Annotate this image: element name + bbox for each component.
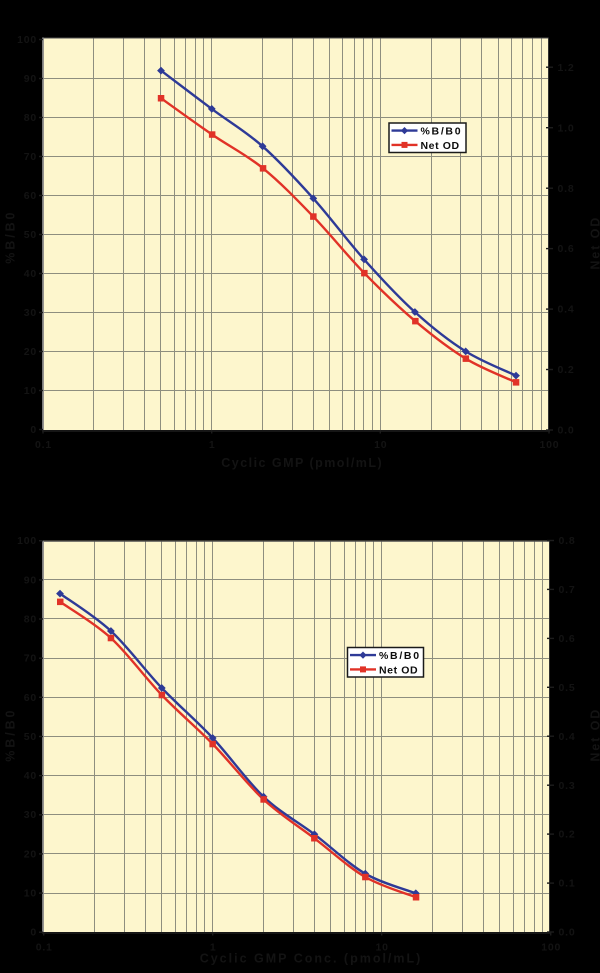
svg-text:0.2: 0.2 xyxy=(559,829,576,841)
svg-text:0.1: 0.1 xyxy=(559,878,576,890)
svg-text:40: 40 xyxy=(24,268,37,280)
svg-text:1: 1 xyxy=(210,942,217,954)
svg-text:10: 10 xyxy=(376,942,389,954)
svg-text:20: 20 xyxy=(24,848,37,860)
svg-text:0.0: 0.0 xyxy=(558,425,575,437)
svg-text:50: 50 xyxy=(24,731,37,743)
svg-text:1.2: 1.2 xyxy=(558,62,575,74)
svg-text:0.3: 0.3 xyxy=(559,780,576,792)
svg-text:80: 80 xyxy=(24,614,37,626)
svg-text:30: 30 xyxy=(24,307,37,319)
svg-text:60: 60 xyxy=(24,190,37,202)
svg-text:%B/B0: %B/B0 xyxy=(421,126,463,138)
svg-text:90: 90 xyxy=(24,73,37,85)
svg-text:Net OD: Net OD xyxy=(588,216,600,270)
svg-text:0.2: 0.2 xyxy=(558,364,575,376)
svg-text:10: 10 xyxy=(374,439,387,451)
svg-text:0.5: 0.5 xyxy=(559,682,576,694)
svg-text:40: 40 xyxy=(24,770,37,782)
svg-text:10: 10 xyxy=(24,888,37,900)
svg-text:0: 0 xyxy=(30,424,37,436)
svg-text:30: 30 xyxy=(24,809,37,821)
svg-text:100: 100 xyxy=(540,439,560,451)
svg-text:%B/B0: %B/B0 xyxy=(4,210,18,264)
svg-text:70: 70 xyxy=(24,151,37,163)
svg-text:%B/B0: %B/B0 xyxy=(4,708,18,762)
svg-text:90: 90 xyxy=(24,574,37,586)
svg-text:0.4: 0.4 xyxy=(559,731,576,743)
svg-text:0.0: 0.0 xyxy=(559,927,576,939)
svg-text:Net OD: Net OD xyxy=(379,664,418,676)
svg-text:80: 80 xyxy=(24,112,37,124)
svg-text:0.1: 0.1 xyxy=(36,942,53,954)
svg-text:100: 100 xyxy=(17,34,37,46)
svg-text:70: 70 xyxy=(24,653,37,665)
svg-text:0: 0 xyxy=(30,927,37,939)
svg-text:10: 10 xyxy=(24,385,37,397)
svg-text:20: 20 xyxy=(24,346,37,358)
svg-text:Net OD: Net OD xyxy=(421,140,460,152)
svg-text:%B/B0: %B/B0 xyxy=(379,650,421,662)
svg-text:0.6: 0.6 xyxy=(558,243,575,255)
svg-text:1: 1 xyxy=(209,439,216,451)
svg-text:100: 100 xyxy=(541,942,561,954)
svg-text:0.8: 0.8 xyxy=(558,183,575,195)
svg-text:60: 60 xyxy=(24,692,37,704)
svg-text:1.0: 1.0 xyxy=(558,122,575,134)
svg-text:0.8: 0.8 xyxy=(559,535,576,547)
svg-text:0.1: 0.1 xyxy=(35,439,52,451)
svg-text:0.4: 0.4 xyxy=(558,304,575,316)
svg-text:Net OD: Net OD xyxy=(588,708,600,762)
svg-text:0.7: 0.7 xyxy=(559,584,576,596)
svg-text:100: 100 xyxy=(17,535,37,547)
svg-text:Cyclic GMP Conc. (pmol/mL): Cyclic GMP Conc. (pmol/mL) xyxy=(200,951,423,965)
svg-text:Cyclic GMP (pmol/mL): Cyclic GMP (pmol/mL) xyxy=(221,456,383,470)
svg-text:50: 50 xyxy=(24,229,37,241)
svg-text:0.6: 0.6 xyxy=(559,633,576,645)
